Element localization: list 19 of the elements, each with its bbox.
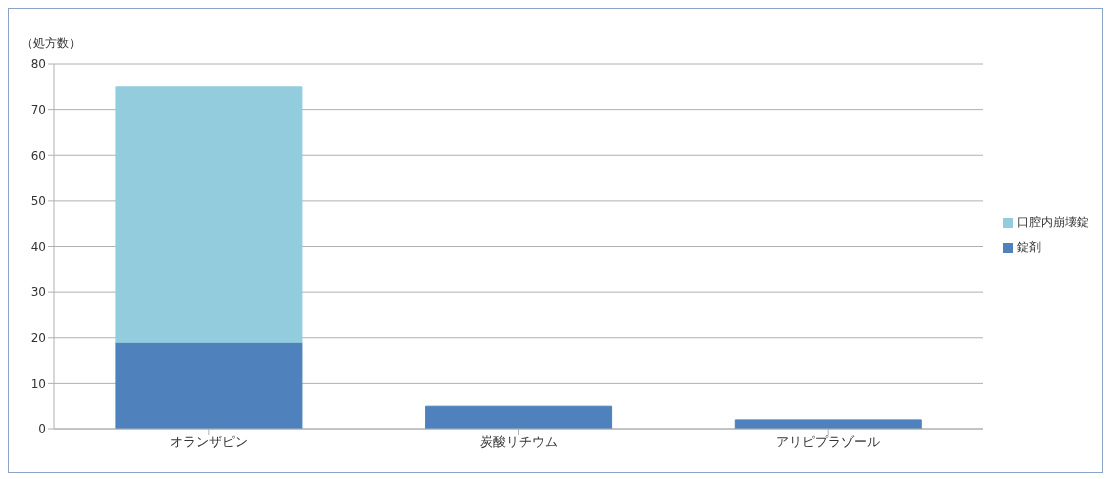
y-tick-label: 20 [30, 331, 46, 346]
y-tick-label: 50 [30, 194, 46, 209]
x-tick-label: 炭酸リチウム [479, 434, 558, 450]
y-tick-label: 60 [30, 148, 46, 163]
bar [734, 419, 922, 429]
y-tick-label: 30 [30, 285, 46, 300]
y-tick-label: 0 [38, 422, 46, 437]
legend-label: 口腔内崩壊錠 [1017, 214, 1089, 231]
y-tick-label: 10 [30, 376, 46, 391]
y-tick-label: 70 [30, 102, 46, 117]
legend-label: 錠剤 [1017, 239, 1041, 256]
y-axis-title: （処方数） [21, 35, 81, 52]
y-tick-label: 40 [30, 239, 46, 254]
y-tick-label: 80 [30, 57, 46, 72]
x-tick-label: アリピプラゾール [776, 434, 881, 450]
bar [115, 86, 303, 343]
bar [115, 341, 303, 429]
bar [425, 405, 613, 429]
x-tick-label: オランザピン [169, 434, 248, 450]
